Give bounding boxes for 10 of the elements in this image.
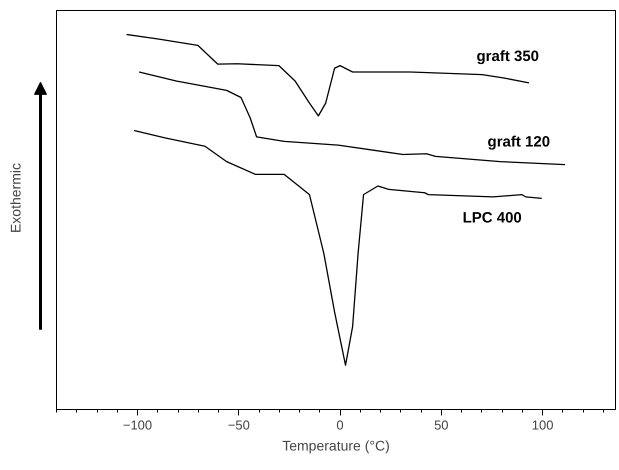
y-axis-title: Exothermic bbox=[8, 163, 24, 234]
x-tick-label: −100 bbox=[122, 418, 152, 432]
x-axis-title: Temperature (°C) bbox=[282, 438, 390, 454]
series-label: graft 350 bbox=[476, 48, 540, 65]
series-label: graft 120 bbox=[488, 134, 550, 151]
x-tick-label: 0 bbox=[336, 418, 344, 432]
x-tick-label: 50 bbox=[434, 418, 449, 432]
x-tick-label: 100 bbox=[532, 418, 554, 432]
x-tick-label: −50 bbox=[228, 418, 250, 432]
series-label: LPC 400 bbox=[462, 209, 522, 226]
